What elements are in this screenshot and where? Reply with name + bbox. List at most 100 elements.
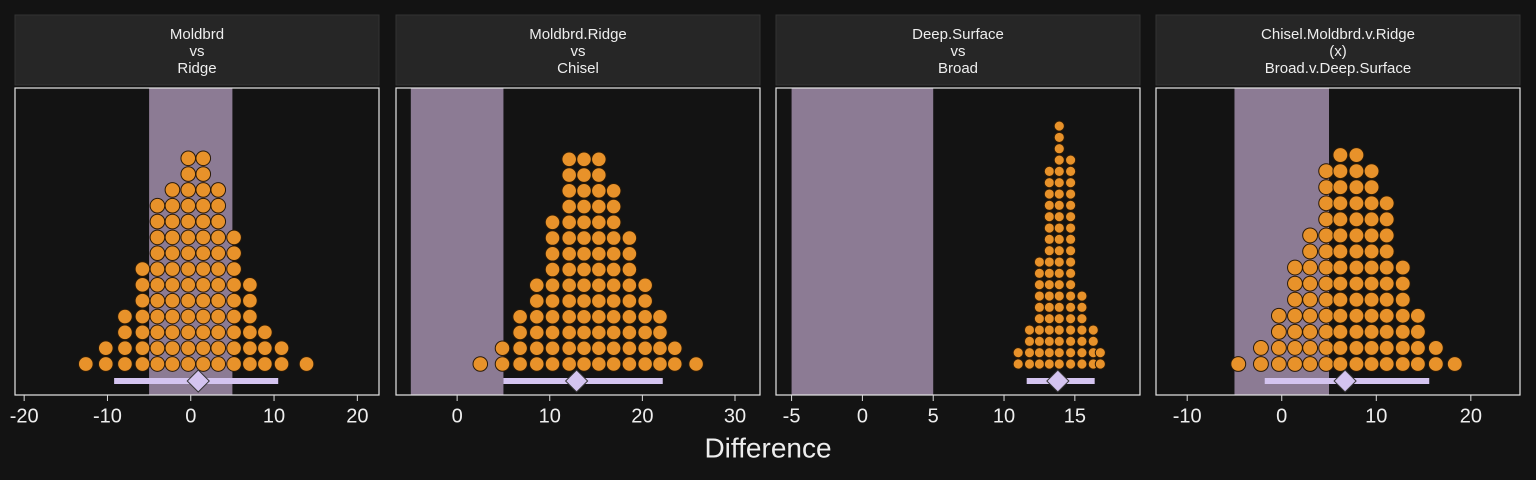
dot — [242, 324, 258, 341]
dot — [210, 292, 227, 309]
x-tick-label: 0 — [857, 405, 868, 427]
dot — [652, 324, 668, 341]
dot — [1043, 165, 1055, 177]
dot — [180, 324, 197, 341]
dot — [1318, 195, 1335, 212]
dot — [1332, 291, 1349, 308]
dot — [529, 324, 545, 341]
dot — [226, 356, 242, 372]
dot — [1348, 243, 1365, 260]
dot — [164, 213, 181, 230]
dot — [1348, 227, 1365, 244]
dot — [180, 182, 197, 198]
dot — [1076, 358, 1088, 370]
dot — [210, 182, 227, 198]
dot — [1270, 339, 1287, 356]
dot — [1302, 227, 1319, 244]
dot — [561, 167, 577, 183]
dot — [1023, 324, 1036, 336]
x-tick-label: 20 — [1460, 405, 1482, 427]
x-tick-label: -20 — [10, 405, 39, 427]
dot — [1332, 339, 1349, 356]
dot — [180, 197, 197, 214]
dot — [1332, 211, 1349, 228]
dot — [1043, 177, 1055, 189]
dot — [164, 229, 181, 246]
dot — [1094, 347, 1106, 359]
dot — [544, 324, 561, 341]
dot — [1394, 307, 1411, 324]
dot — [226, 229, 242, 246]
facet-title: vs — [190, 43, 205, 60]
dot — [1394, 291, 1411, 308]
dot — [1318, 356, 1335, 372]
dot — [1253, 339, 1269, 356]
dot — [1378, 291, 1395, 308]
x-tick-label: 0 — [452, 405, 463, 427]
dot — [591, 167, 607, 183]
facet-title: Broad — [938, 60, 978, 77]
dot — [149, 308, 166, 325]
dot — [591, 246, 607, 262]
dot — [1363, 179, 1380, 196]
dot — [1409, 339, 1426, 356]
dot — [1287, 323, 1303, 340]
x-tick-label: 15 — [1064, 405, 1086, 427]
dot — [561, 308, 577, 325]
dot — [1033, 290, 1046, 302]
dot — [1318, 243, 1335, 260]
dot — [529, 293, 545, 309]
dot — [1053, 143, 1065, 155]
dot — [117, 308, 133, 325]
dot — [226, 292, 242, 309]
dot — [1302, 291, 1319, 308]
dot — [1012, 347, 1024, 359]
dot — [1053, 131, 1065, 143]
dot — [1065, 154, 1077, 166]
dot — [1427, 356, 1444, 372]
dot — [1065, 177, 1077, 189]
dot — [1065, 222, 1077, 234]
dot — [512, 324, 528, 341]
dot — [195, 261, 212, 277]
dot — [210, 213, 227, 230]
dot — [688, 356, 704, 372]
dot — [210, 340, 227, 356]
dot — [1332, 323, 1349, 340]
dot — [180, 340, 197, 356]
dot — [242, 356, 258, 372]
dot — [1409, 356, 1426, 372]
dot — [1332, 307, 1349, 324]
dot — [605, 324, 622, 341]
dot — [637, 324, 653, 341]
dot — [1394, 275, 1411, 292]
dot — [544, 214, 561, 231]
dot — [195, 308, 212, 325]
point-estimate — [1046, 369, 1070, 393]
dot — [195, 182, 212, 198]
dot — [1094, 358, 1106, 370]
dot — [605, 308, 622, 325]
dot — [1332, 179, 1349, 196]
dot — [605, 356, 622, 372]
dot — [576, 167, 592, 183]
dot — [1043, 211, 1055, 223]
dot — [1287, 356, 1303, 372]
dot — [605, 214, 622, 231]
dot — [1065, 301, 1077, 313]
dot — [1053, 199, 1065, 211]
dot — [1065, 347, 1077, 359]
dot — [1076, 290, 1088, 302]
dot — [1394, 323, 1411, 340]
dot — [652, 356, 668, 372]
dot — [1043, 324, 1055, 336]
dot — [621, 324, 638, 341]
dot — [1053, 324, 1065, 336]
dot — [576, 277, 592, 294]
dot — [1378, 227, 1395, 244]
dot — [637, 308, 653, 325]
panel-border — [1155, 87, 1521, 396]
dot — [180, 229, 197, 246]
dot — [1348, 211, 1365, 228]
dot — [512, 340, 528, 357]
